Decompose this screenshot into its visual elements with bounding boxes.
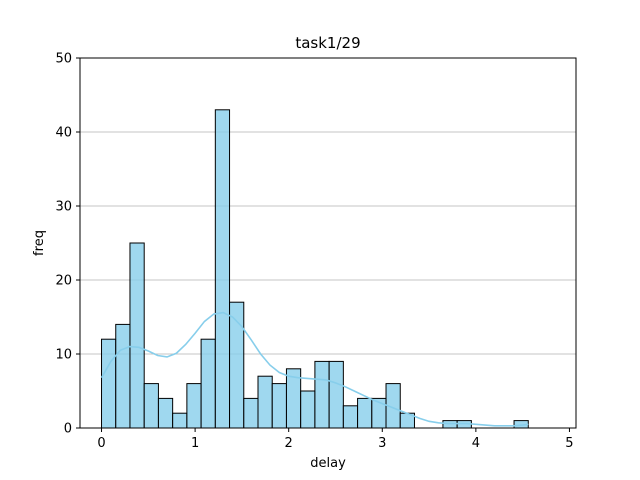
chart-title: task1/29 bbox=[295, 34, 360, 52]
histogram-bar bbox=[115, 323, 131, 429]
histogram-bar bbox=[342, 405, 359, 429]
kde-curve bbox=[100, 311, 529, 427]
histogram-bar bbox=[257, 375, 273, 429]
y-tick-label: 40 bbox=[55, 126, 72, 141]
x-tick-label: 3 bbox=[378, 436, 386, 451]
y-tick-label: 0 bbox=[64, 422, 72, 437]
x-axis-label: delay bbox=[310, 456, 346, 471]
x-axis-ticks: 0 1 2 3 4 5 bbox=[97, 428, 574, 451]
histogram-bar bbox=[200, 338, 216, 429]
y-axis-label: freq bbox=[32, 230, 47, 256]
y-tick-label: 10 bbox=[55, 348, 72, 363]
histogram-bar bbox=[243, 397, 259, 429]
y-tick-label: 30 bbox=[55, 200, 72, 215]
histogram-bar bbox=[172, 412, 188, 429]
x-tick-label: 0 bbox=[97, 436, 105, 451]
histogram-bar bbox=[101, 338, 117, 429]
histogram-bar bbox=[300, 390, 316, 429]
histogram-bars bbox=[101, 109, 529, 429]
x-tick-label: 2 bbox=[285, 436, 293, 451]
x-tick-label: 4 bbox=[472, 436, 480, 451]
histogram-bar bbox=[157, 397, 174, 429]
histogram-bar bbox=[328, 360, 344, 429]
grid-lines bbox=[80, 131, 576, 355]
plot-area-frame bbox=[79, 57, 577, 429]
y-tick-label: 50 bbox=[55, 52, 72, 67]
histogram-bar bbox=[357, 397, 373, 429]
x-tick-label: 5 bbox=[565, 436, 573, 451]
histogram-bar bbox=[129, 242, 145, 429]
histogram-bar bbox=[314, 360, 330, 429]
y-tick-label: 20 bbox=[55, 274, 72, 289]
histogram-bar bbox=[214, 109, 231, 429]
histogram-bar bbox=[143, 383, 159, 429]
histogram-bar bbox=[271, 383, 287, 429]
histogram-bar bbox=[186, 383, 202, 429]
x-tick-label: 1 bbox=[191, 436, 199, 451]
y-axis-ticks: 0 10 20 30 40 50 bbox=[55, 52, 80, 437]
